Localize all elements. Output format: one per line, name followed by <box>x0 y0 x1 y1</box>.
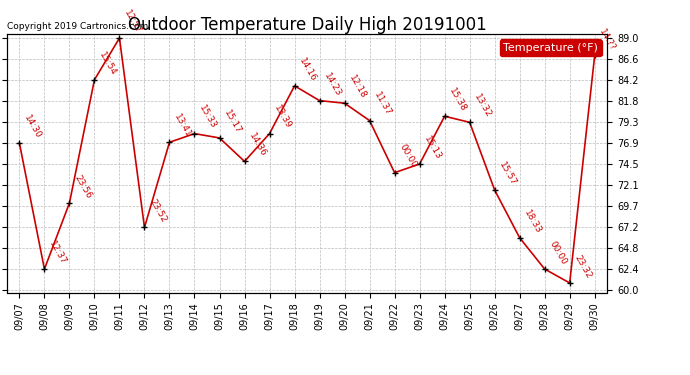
Text: 18:33: 18:33 <box>522 208 543 235</box>
Text: 13:41: 13:41 <box>172 113 193 140</box>
Text: 00:00: 00:00 <box>547 239 568 266</box>
Text: 14:30: 14:30 <box>22 114 43 140</box>
Text: 00:00: 00:00 <box>397 143 418 170</box>
Text: 14:36: 14:36 <box>247 132 268 159</box>
Text: 15:33: 15:33 <box>197 104 218 131</box>
Text: 15:57: 15:57 <box>497 160 518 187</box>
Text: 15:38: 15:38 <box>447 87 468 114</box>
Text: 12:57: 12:57 <box>122 9 143 35</box>
Text: 11:37: 11:37 <box>373 91 393 118</box>
Text: 15:13: 15:13 <box>422 134 443 161</box>
Title: Outdoor Temperature Daily High 20191001: Outdoor Temperature Daily High 20191001 <box>128 16 486 34</box>
Text: 14:23: 14:23 <box>322 71 343 98</box>
Text: 14:16: 14:16 <box>297 56 318 83</box>
Legend: Temperature (°F): Temperature (°F) <box>500 39 602 56</box>
Text: 15:17: 15:17 <box>222 108 243 135</box>
Text: Copyright 2019 Cartronics.com: Copyright 2019 Cartronics.com <box>7 22 148 31</box>
Text: 12:18: 12:18 <box>347 74 368 100</box>
Text: 15:54: 15:54 <box>97 50 118 77</box>
Text: 13:39: 13:39 <box>273 104 293 131</box>
Text: 23:56: 23:56 <box>72 174 93 200</box>
Text: 23:32: 23:32 <box>573 254 593 280</box>
Text: 14:??: 14:?? <box>598 28 617 53</box>
Text: 23:52: 23:52 <box>147 198 168 225</box>
Text: 12:37: 12:37 <box>47 240 68 266</box>
Text: 13:32: 13:32 <box>473 93 493 120</box>
